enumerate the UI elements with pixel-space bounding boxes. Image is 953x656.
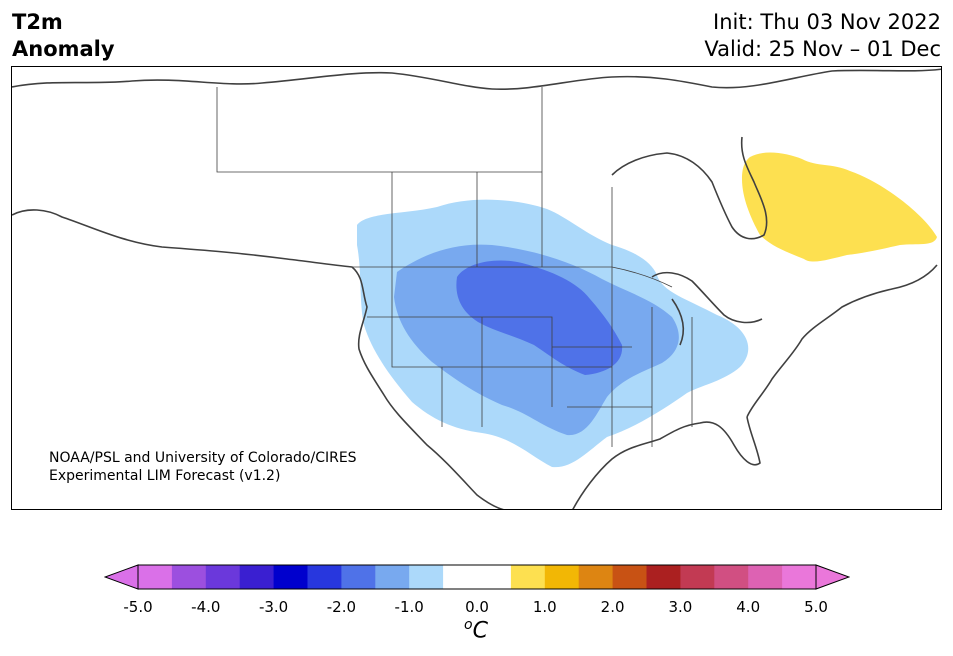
- coastline-arctic: [12, 68, 941, 91]
- colorbar-cell: [544, 565, 580, 589]
- coastline-gulf: [572, 416, 761, 509]
- colorbar-tick-label: -3.0: [258, 598, 289, 616]
- title-subtitle: Anomaly: [12, 37, 115, 61]
- colorbar-tick-label: 5.0: [804, 598, 828, 616]
- colorbar-cell: [375, 565, 410, 589]
- colorbar-max-extension: [815, 564, 850, 590]
- credit-line1: NOAA/PSL and University of Colorado/CIRE…: [49, 450, 357, 466]
- colorbar-cells: [138, 565, 817, 589]
- forecast-dates: Init: Thu 03 Nov 2022 Valid: 25 Nov – 01…: [704, 9, 941, 63]
- title-variable: T2m: [12, 10, 63, 34]
- colorbar-cell: [680, 565, 715, 589]
- colorbar-cell: [714, 565, 749, 589]
- colorbar-tick-label: -2.0: [326, 598, 357, 616]
- colorbar-tick-label: 4.0: [736, 598, 761, 616]
- colorbar-cell: [171, 565, 207, 589]
- colorbar-cell: [782, 565, 817, 589]
- cool-anomaly-strong: [456, 260, 623, 375]
- canada-province-lines: [216, 87, 613, 267]
- coastline-east: [746, 264, 938, 418]
- colorbar-tick-label: 0.0: [465, 598, 489, 616]
- colorbar-unit: oC: [464, 617, 488, 643]
- colorbar-tick-label: -4.0: [191, 598, 221, 616]
- colorbar-cell: [748, 565, 783, 589]
- colorbar-cell: [612, 565, 647, 589]
- colorbar-cell: [646, 565, 681, 589]
- colorbar-cell: [239, 565, 274, 589]
- colorbar-cell: [477, 565, 512, 589]
- coastline-hudson-bay: [611, 136, 768, 240]
- valid-period: Valid: 25 Nov – 01 Dec: [704, 37, 941, 61]
- colorbar-tick-label: 2.0: [600, 598, 625, 616]
- colorbar-cell: [341, 565, 376, 589]
- colorbar-cell: [273, 565, 308, 589]
- unit-letter: C: [472, 618, 488, 644]
- map-title: T2m Anomaly: [12, 9, 115, 63]
- colorbar-tick-label: 3.0: [668, 598, 693, 616]
- map-svg: [12, 68, 941, 509]
- colorbar-tick-label: 1.0: [532, 598, 557, 616]
- colorbar-cell: [205, 565, 241, 589]
- colorbar-outline: [137, 564, 817, 590]
- colorbar-cell: [578, 565, 613, 589]
- colorbar-cell: [138, 565, 173, 589]
- colorbar: [104, 564, 850, 590]
- colorbar-cell: [510, 565, 546, 589]
- init-date: Init: Thu 03 Nov 2022: [713, 10, 941, 34]
- colorbar-cell: [307, 565, 342, 589]
- colorbar-tick-label: -5.0: [123, 598, 153, 616]
- colorbar-tick-label: -1.0: [394, 598, 424, 616]
- credit-line2: Experimental LIM Forecast (v1.2): [49, 468, 281, 484]
- great-lakes: [651, 271, 763, 346]
- unit-degree-symbol: o: [464, 617, 473, 633]
- warm-anomaly-quebec: [742, 152, 937, 262]
- colorbar-cell: [443, 565, 478, 589]
- data-credit: NOAA/PSL and University of Colorado/CIRE…: [49, 449, 357, 485]
- coastline-west: [12, 209, 504, 509]
- map-panel: [11, 66, 942, 510]
- colorbar-min-extension: [104, 564, 139, 590]
- us-state-lines: [367, 267, 693, 447]
- colorbar-cell: [409, 565, 444, 589]
